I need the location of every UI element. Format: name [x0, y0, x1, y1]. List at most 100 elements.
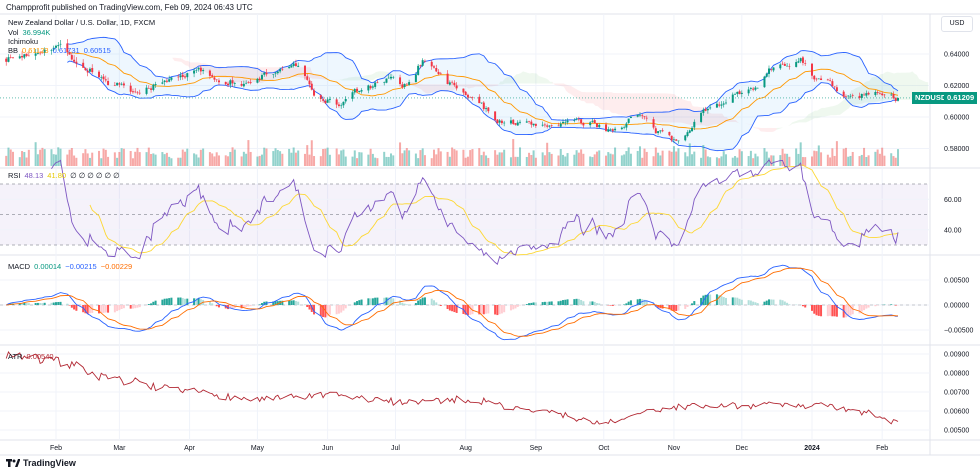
macd-histogram-bar [765, 300, 768, 305]
volume-bar [684, 152, 687, 166]
volume-bar [541, 152, 544, 166]
atr-legend[interactable]: ATR 0.00540 [8, 352, 58, 361]
candle-body [863, 94, 866, 96]
candle-body [217, 80, 220, 83]
rsi-ma-value: 41.80 [47, 171, 67, 180]
macd-histogram-bar [98, 305, 101, 314]
macd-histogram-bar [423, 297, 426, 305]
bb-legend[interactable]: BB 0.61123 0.61731 0.60515 [8, 46, 115, 55]
rsi-legend[interactable]: RSI 48.13 41.80 ∅ ∅ ∅ ∅ ∅ ∅ [8, 171, 124, 180]
candle-body [186, 73, 189, 78]
macd-histogram-bar [453, 305, 456, 313]
candle-body [18, 56, 21, 59]
price-tick-label: 0.64000 [944, 52, 969, 59]
macd-histogram-bar [691, 303, 694, 305]
macd-histogram-bar [161, 299, 164, 305]
ichimoku-cloud-segment [799, 119, 802, 123]
ichimoku-cloud-segment [421, 83, 424, 92]
volume-bar [883, 155, 886, 166]
volume-bar [752, 158, 755, 166]
volume-bar [706, 156, 709, 166]
volume-bar [249, 151, 252, 166]
volume-bar [494, 150, 497, 166]
volume-bar [835, 141, 838, 166]
macd-histogram-bar [718, 295, 721, 305]
volume-bar [344, 156, 347, 166]
macd-histogram-bar [245, 305, 248, 308]
x-tick-label: Aug [459, 445, 472, 452]
volume-bar [754, 153, 757, 166]
candle-body [107, 81, 110, 86]
candle-body [433, 66, 435, 68]
macd-histogram-bar [421, 297, 424, 305]
tradingview-logo[interactable]: TradingView [6, 458, 76, 468]
macd-histogram-bar [430, 298, 433, 305]
ichimoku-cloud-segment [665, 93, 673, 123]
volume-bar [670, 151, 673, 166]
macd-histogram-bar [43, 302, 46, 305]
ichimoku-cloud-segment [532, 72, 535, 84]
ichimoku-legend[interactable]: Ichimoku [8, 37, 39, 46]
macd-histogram-bar [788, 304, 791, 305]
ichimoku-cloud-segment [661, 93, 664, 123]
volume-bar [34, 142, 37, 166]
volume-bar [503, 149, 506, 166]
candle-body [577, 118, 580, 120]
x-tick-label: Sep [530, 445, 543, 452]
volume-bar [419, 150, 422, 166]
macd-histogram-bar [815, 305, 818, 316]
candle-body [193, 70, 196, 74]
macd-histogram-bar [455, 305, 458, 313]
volume-bar [256, 156, 259, 166]
candle-body [138, 92, 141, 94]
macd-histogram-bar [229, 305, 232, 309]
candle-body [208, 70, 211, 76]
macd-histogram-bar [138, 305, 141, 308]
macd-histogram-bar [170, 297, 173, 305]
volume-legend[interactable]: Vol 36.994K [8, 28, 54, 37]
currency-button[interactable]: USD [941, 16, 973, 32]
volume-bar [469, 150, 472, 166]
volume-bar [772, 155, 775, 166]
macd-histogram-bar [813, 305, 816, 314]
candle-body [245, 82, 248, 84]
macd-line [5, 264, 899, 341]
candle-body [86, 70, 89, 73]
candle-body [752, 88, 755, 90]
macd-histogram-bar [464, 305, 467, 315]
volume-bar [340, 150, 343, 166]
volume-bar [820, 152, 823, 166]
macd-legend[interactable]: MACD 0.00014 −0.00215 −0.00229 [8, 262, 136, 271]
candle-body [435, 68, 438, 72]
macd-histogram-bar [835, 305, 838, 317]
macd-histogram-bar [724, 297, 727, 305]
macd-histogram-bar [107, 305, 110, 313]
candle-body [328, 98, 331, 100]
macd-histogram-bar [509, 305, 512, 311]
candle-body [417, 65, 420, 75]
macd-histogram-bar [306, 305, 309, 308]
macd-histogram-bar [342, 305, 345, 311]
candle-body [360, 90, 363, 92]
candle-body [516, 122, 519, 126]
candle-body [509, 120, 512, 124]
macd-histogram-bar [258, 304, 261, 305]
candle-body [150, 88, 153, 90]
candle-body [358, 90, 361, 93]
volume-bar [471, 149, 474, 166]
ichimoku-cloud-segment [839, 97, 847, 115]
macd-histogram-bar [528, 303, 531, 305]
macd-histogram-bar [41, 303, 44, 305]
volume-bar [577, 152, 580, 166]
candle-body [387, 77, 390, 79]
candle-body [686, 132, 689, 137]
volume-bar [833, 155, 836, 166]
volume-bar [462, 149, 465, 166]
candle-body [749, 87, 752, 89]
volume-bar [451, 147, 454, 166]
ichimoku-cloud-segment [645, 93, 648, 121]
macd-histogram-bar [643, 299, 646, 305]
ichimoku-cloud-segment [774, 127, 777, 132]
candle-body [120, 83, 123, 85]
